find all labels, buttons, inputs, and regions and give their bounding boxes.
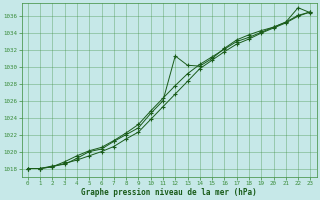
X-axis label: Graphe pression niveau de la mer (hPa): Graphe pression niveau de la mer (hPa) xyxy=(81,188,257,197)
